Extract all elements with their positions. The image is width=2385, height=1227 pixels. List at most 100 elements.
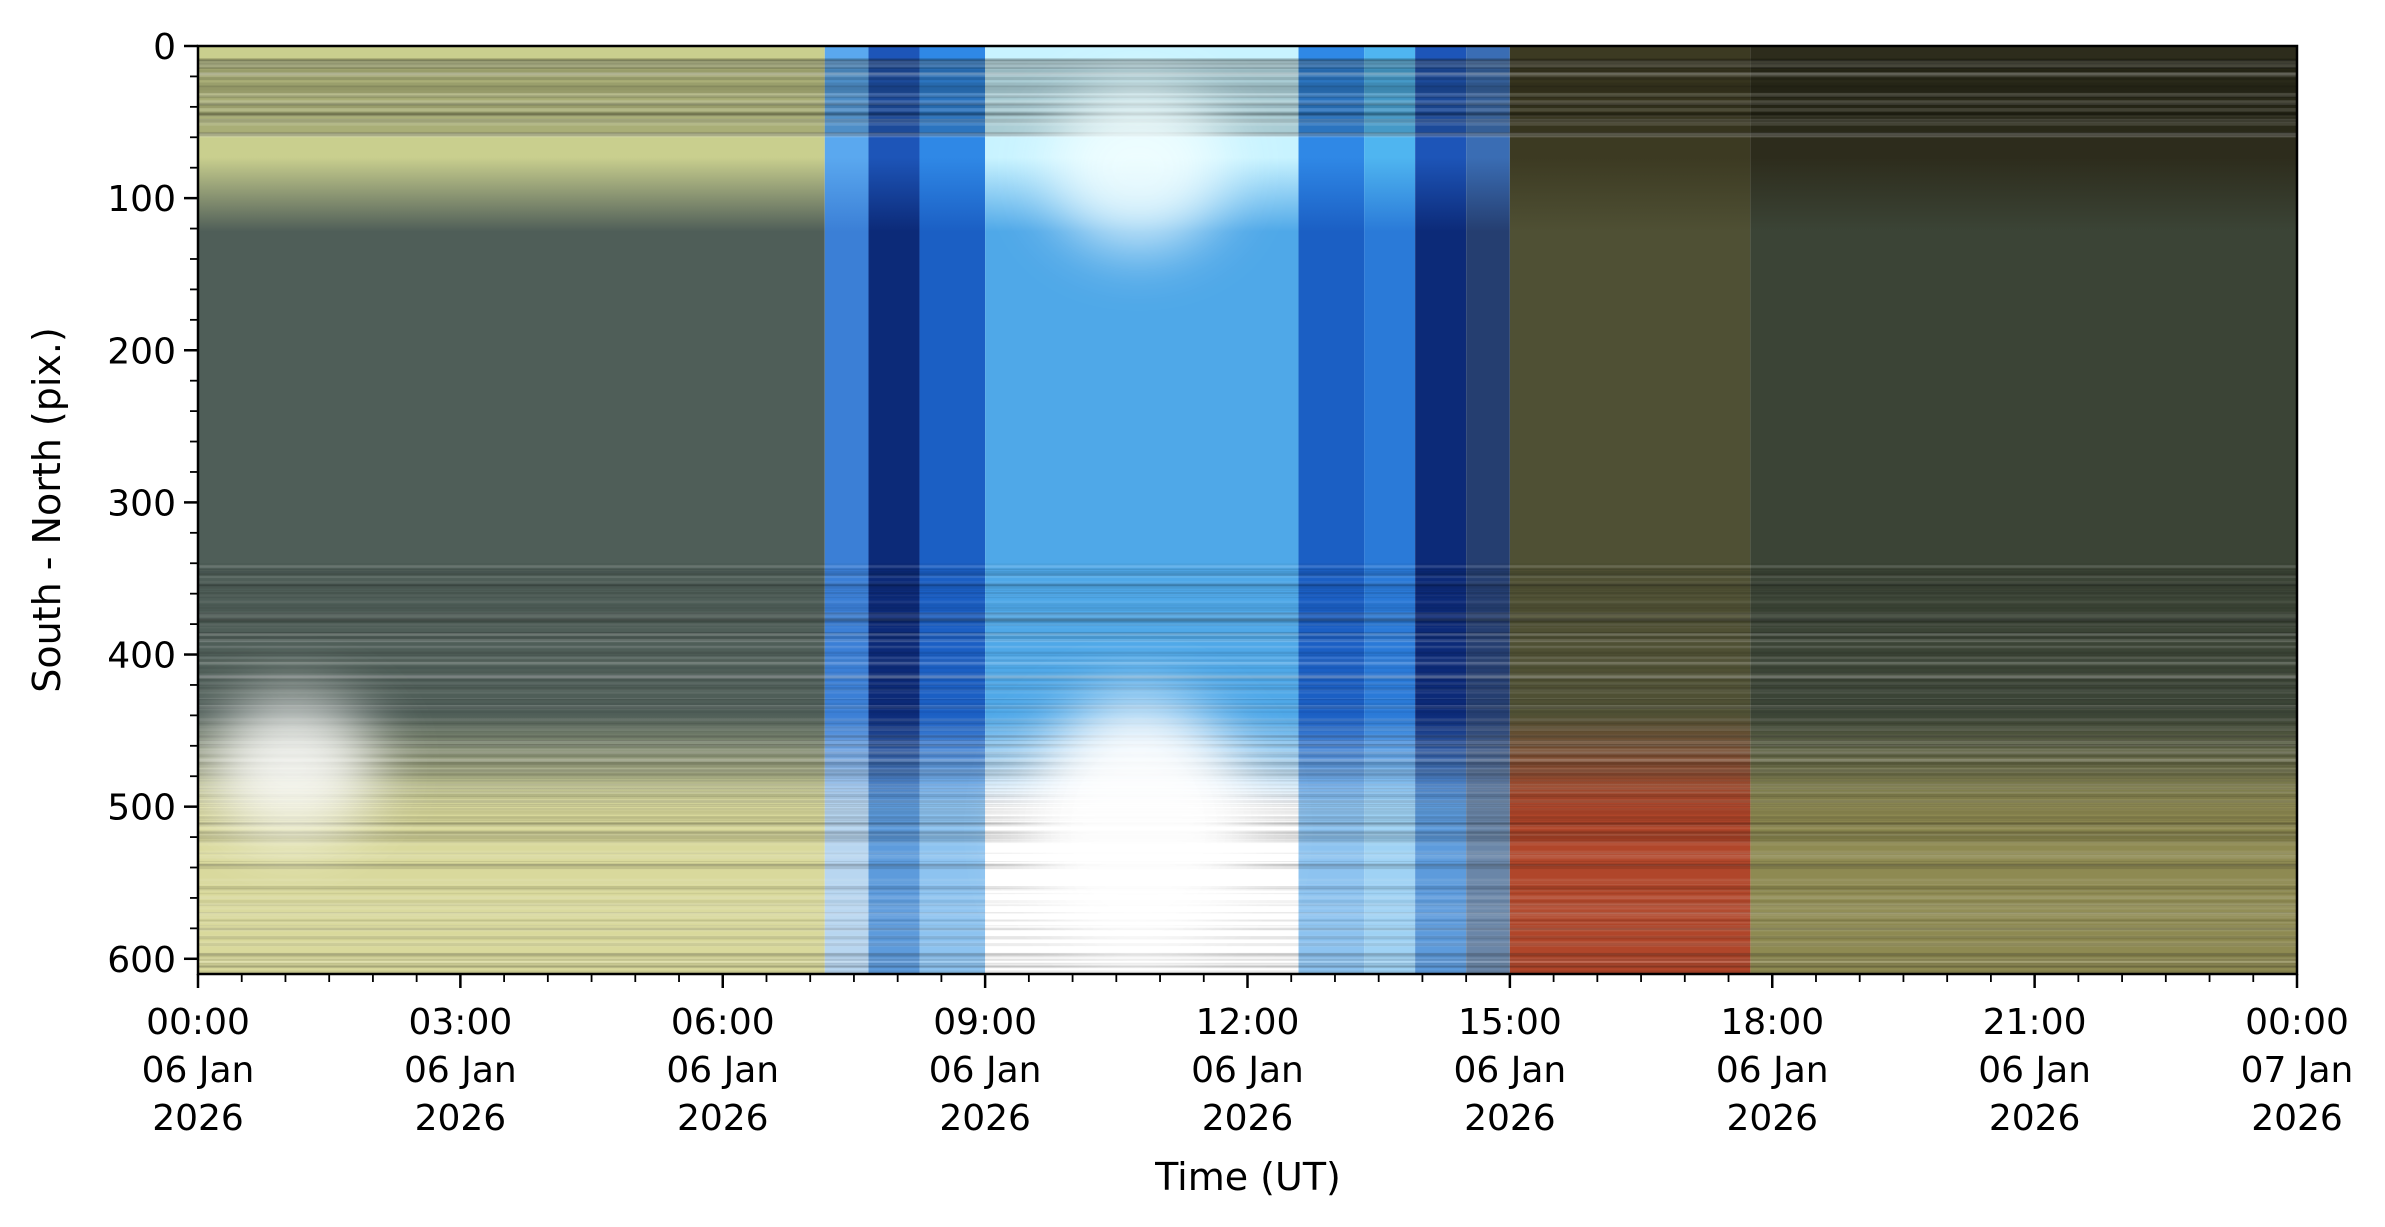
streak <box>198 777 2297 779</box>
streak <box>198 112 2297 116</box>
streak <box>198 726 2297 730</box>
sky-glow-day <box>1048 87 1229 248</box>
streak <box>198 586 2297 589</box>
streak <box>198 952 2297 956</box>
streak <box>198 764 2297 766</box>
streak <box>198 911 2297 915</box>
streak <box>198 702 2297 706</box>
streak <box>198 592 2297 594</box>
streak <box>198 687 2297 691</box>
streak <box>198 607 2297 610</box>
streak <box>198 718 2297 722</box>
streak <box>198 645 2297 648</box>
streak <box>198 60 2297 64</box>
streak <box>198 960 2297 964</box>
x-tick-label: 21:00 06 Jan 2026 <box>1978 1002 2091 1139</box>
streak <box>198 756 2297 760</box>
streak <box>198 880 2297 884</box>
streak <box>198 639 2297 643</box>
streak <box>198 783 2297 786</box>
streak <box>198 726 2297 729</box>
streak <box>198 800 2297 803</box>
streak <box>198 103 2297 106</box>
time-segment-night-olive <box>1509 46 1751 974</box>
streak <box>198 759 2297 762</box>
streak <box>198 791 2297 794</box>
streak <box>198 783 2297 787</box>
streak <box>198 795 2297 800</box>
streak <box>198 573 2297 577</box>
streak <box>198 118 2297 123</box>
streak <box>198 855 2297 857</box>
streak <box>198 619 2297 623</box>
streak <box>198 769 2297 773</box>
streak <box>198 935 2297 937</box>
x-tick-label: 00:00 07 Jan 2026 <box>2241 1002 2354 1139</box>
x-tick-label: 03:00 06 Jan 2026 <box>404 1002 517 1139</box>
streak <box>198 904 2297 906</box>
streak <box>198 912 2297 914</box>
streak <box>198 766 2297 768</box>
streak <box>198 632 2297 634</box>
streak <box>198 921 2297 924</box>
streak <box>198 966 2297 968</box>
streak <box>198 563 2297 566</box>
streak <box>198 774 2297 778</box>
streak <box>198 571 2297 574</box>
streak <box>198 82 2297 88</box>
streak <box>198 943 2297 947</box>
streak <box>198 962 2297 964</box>
streak <box>198 72 2297 76</box>
streak <box>198 95 2297 99</box>
streak <box>198 112 2297 115</box>
streak <box>198 85 2297 91</box>
streak <box>198 729 2297 732</box>
streak <box>198 645 2297 649</box>
streak <box>198 887 2297 890</box>
streak <box>198 762 2297 765</box>
streak <box>198 735 2297 738</box>
time-segment-twilight-blue <box>824 46 869 974</box>
streak <box>198 928 2297 931</box>
streak <box>198 787 2297 790</box>
streak <box>198 676 2297 680</box>
y-tick-label: 400 <box>107 636 176 677</box>
streak <box>198 780 2297 782</box>
streak <box>198 906 2297 910</box>
streak <box>198 750 2297 754</box>
streak <box>198 654 2297 657</box>
streak <box>198 633 2297 636</box>
streak <box>198 64 2297 69</box>
streak <box>198 133 2297 138</box>
y-axis: 0 100 200 300 400 500 600 <box>107 27 198 981</box>
streak <box>198 892 2297 895</box>
streak <box>198 618 2297 621</box>
streak <box>198 564 2297 568</box>
streak <box>198 672 2297 674</box>
streak <box>198 890 2297 892</box>
streak <box>198 584 2297 587</box>
streak <box>198 589 2297 592</box>
streak <box>198 600 2297 604</box>
streak <box>198 759 2297 763</box>
streak <box>198 59 2297 62</box>
streak <box>198 671 2297 675</box>
streak <box>198 66 2297 70</box>
streak <box>198 739 2297 742</box>
streak <box>198 619 2297 623</box>
streak <box>198 60 2297 64</box>
y-tick-label: 200 <box>107 331 176 372</box>
streak <box>198 612 2297 616</box>
streak <box>198 659 2297 662</box>
streak <box>198 69 2297 75</box>
streak <box>198 865 2297 870</box>
streak <box>198 633 2297 637</box>
streak <box>198 965 2297 967</box>
y-tick-label: 0 <box>153 27 176 68</box>
streak <box>198 936 2297 939</box>
streak <box>198 114 2297 118</box>
streak <box>198 743 2297 746</box>
streak <box>198 611 2297 614</box>
streak <box>198 640 2297 643</box>
streak <box>198 665 2297 667</box>
